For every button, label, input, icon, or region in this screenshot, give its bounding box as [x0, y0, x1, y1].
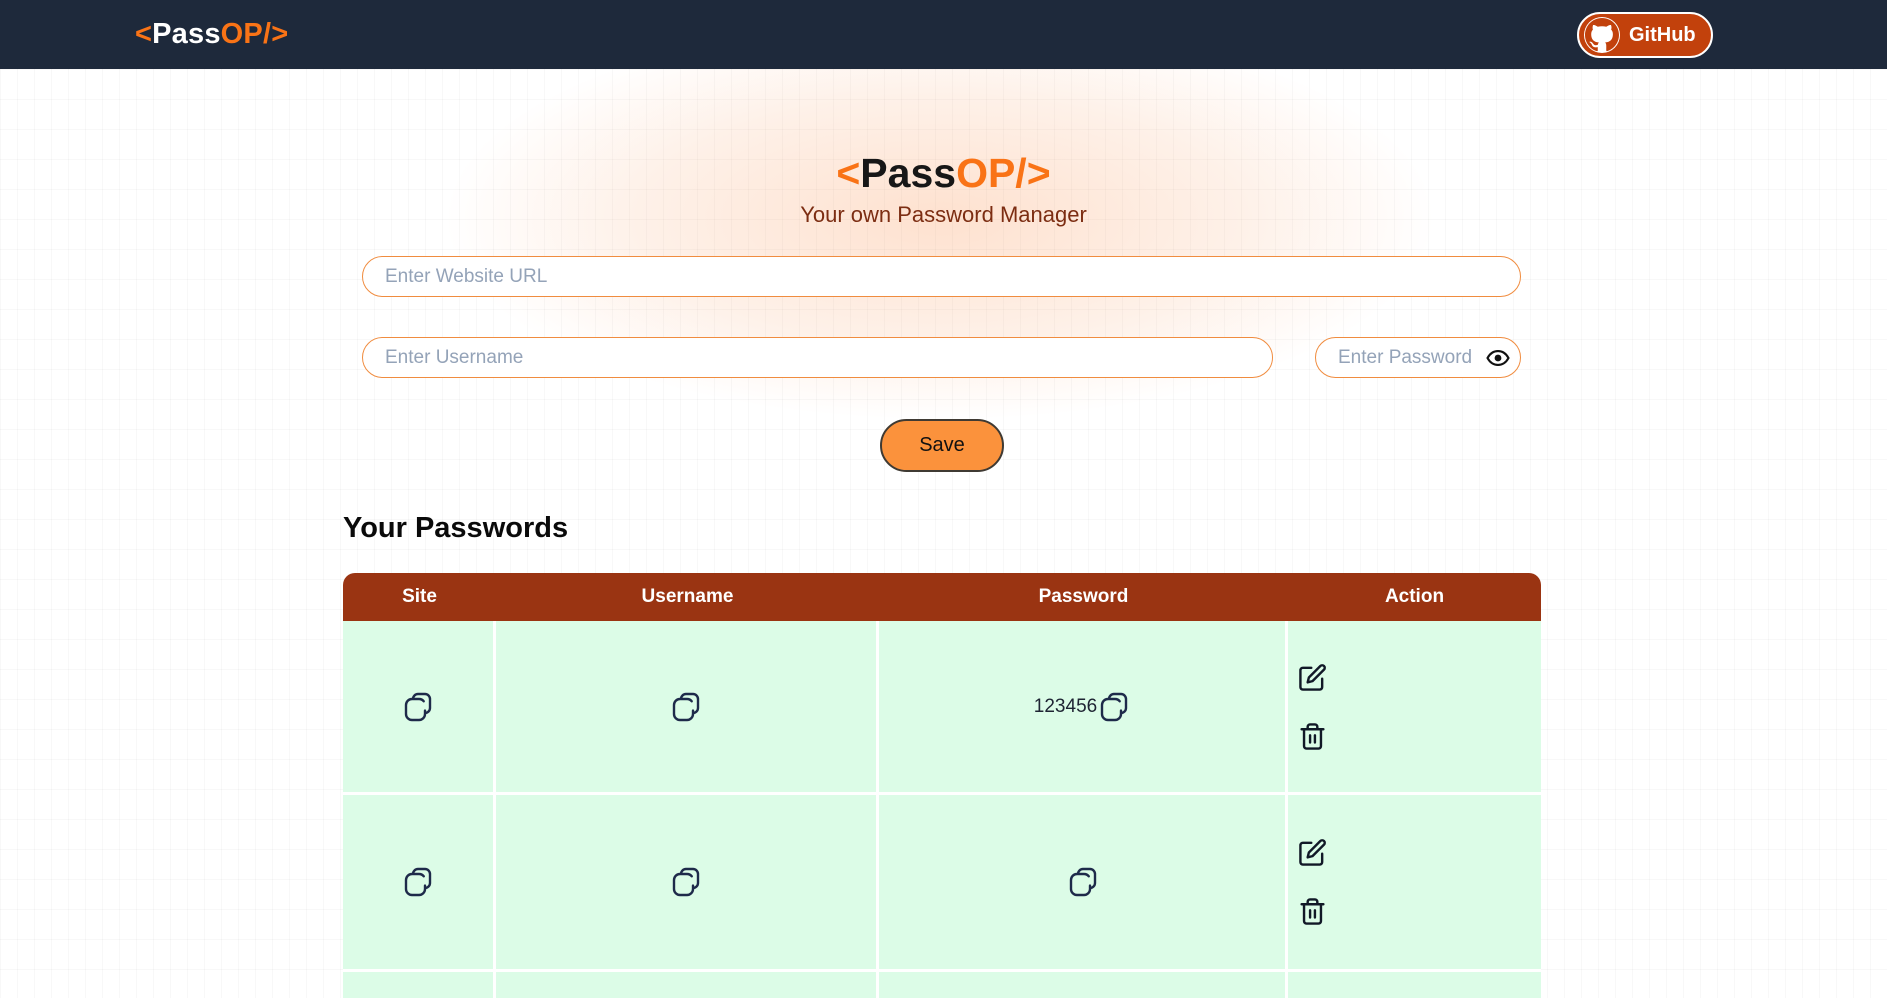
github-button-label: GitHub — [1629, 23, 1696, 46]
github-octocat-icon — [1584, 17, 1620, 53]
copy-icon — [672, 692, 700, 721]
trash-icon — [1300, 898, 1325, 925]
site-cell — [343, 795, 496, 969]
column-header-password: Password — [1038, 586, 1129, 607]
copy-password-button[interactable] — [1098, 691, 1130, 723]
page-title: <PassOP/> — [0, 150, 1887, 197]
background-glow — [330, 40, 1550, 600]
save-button[interactable]: Save — [880, 419, 1004, 472]
edit-entry-button[interactable] — [1298, 663, 1327, 692]
logo-name: Pass — [152, 18, 221, 50]
passwords-heading: Your Passwords — [343, 512, 569, 544]
table-row — [343, 969, 1541, 998]
site-cell — [343, 621, 496, 792]
copy-icon — [672, 867, 700, 897]
copy-username-button[interactable] — [670, 691, 702, 723]
copy-icon — [1069, 867, 1096, 897]
trash-icon — [1300, 722, 1325, 750]
username-cell — [496, 795, 879, 969]
username-cell — [496, 972, 879, 998]
table-row: 123456 — [343, 621, 1541, 792]
site-cell — [343, 972, 496, 998]
table-header-row: Site Username Password Action — [343, 573, 1541, 621]
copy-username-button[interactable] — [670, 866, 702, 898]
edit-icon — [1299, 839, 1326, 866]
website-url-input[interactable] — [362, 256, 1521, 297]
github-button[interactable]: GitHub — [1577, 12, 1713, 58]
column-header-action: Action — [1384, 586, 1445, 607]
username-input[interactable] — [362, 337, 1273, 378]
title-name: Pass — [860, 150, 957, 196]
edit-icon — [1299, 663, 1326, 691]
action-cell — [1288, 621, 1541, 792]
copy-icon — [404, 692, 432, 721]
username-cell — [496, 621, 879, 792]
page-subtitle: Your own Password Manager — [800, 202, 1087, 227]
logo-close-bracket: OP/> — [220, 18, 289, 50]
eye-icon — [1486, 349, 1510, 366]
logo-open-bracket: < — [135, 18, 153, 50]
toggle-password-visibility-button[interactable] — [1485, 345, 1511, 371]
copy-site-button[interactable] — [402, 691, 434, 723]
title-close-bracket: OP/> — [956, 150, 1051, 196]
table-row — [343, 792, 1541, 969]
copy-password-button[interactable] — [1067, 866, 1099, 898]
edit-entry-button[interactable] — [1298, 838, 1327, 867]
navbar-logo: < Pass OP/> — [135, 0, 288, 69]
delete-entry-button[interactable] — [1298, 897, 1327, 926]
column-header-username: Username — [641, 586, 734, 607]
copy-site-button[interactable] — [402, 866, 434, 898]
navbar: < Pass OP/> GitHub — [0, 0, 1887, 69]
password-value: 123456 — [1033, 695, 1098, 717]
action-cell — [1288, 795, 1541, 969]
delete-entry-button[interactable] — [1298, 722, 1327, 751]
password-cell: 123456 — [879, 621, 1288, 792]
passwords-table: Site Username Password Action — [343, 573, 1541, 998]
column-header-site: Site — [402, 586, 437, 607]
title-open-bracket: < — [836, 150, 861, 196]
action-cell — [1288, 972, 1541, 998]
copy-icon — [1101, 692, 1128, 721]
copy-icon — [404, 867, 432, 897]
password-cell — [879, 795, 1288, 969]
password-cell — [879, 972, 1288, 998]
